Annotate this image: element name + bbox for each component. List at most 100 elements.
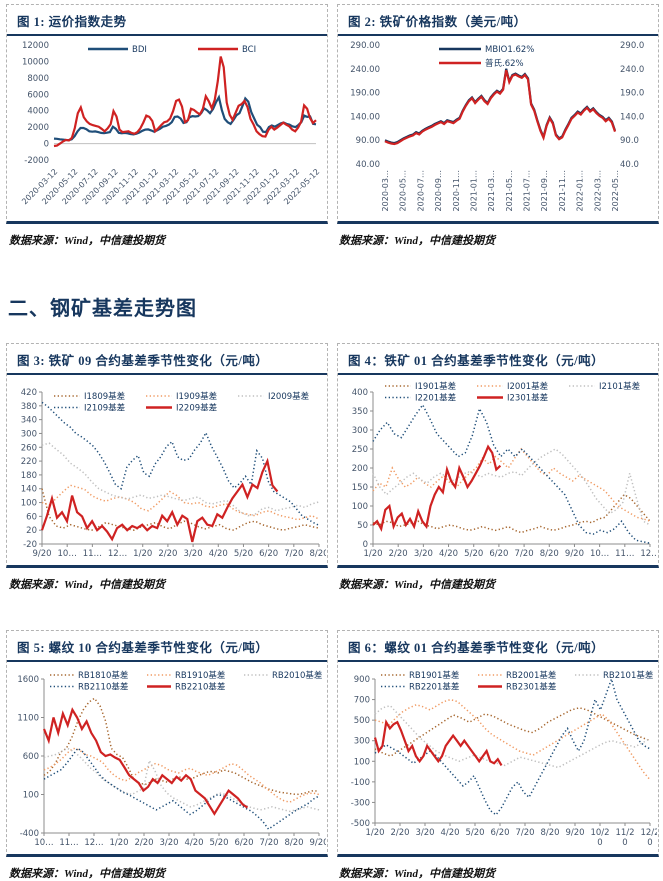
svg-text:2021-11…: 2021-11… bbox=[558, 170, 567, 211]
svg-text:10…: 10… bbox=[590, 549, 609, 559]
figure-1-title: 图 1: 运价指数走势 bbox=[7, 5, 327, 36]
svg-text:10/2: 10/2 bbox=[590, 828, 609, 838]
iron-ore-price-chart: 290.00 240.00 190.00 140.00 90.00 40.00 290.0 2… bbox=[350, 41, 644, 211]
svg-text:380: 380 bbox=[21, 402, 37, 412]
svg-text:0: 0 bbox=[597, 838, 602, 848]
figure-6-title: 图 6：螺纹 01 合约基差季节性变化（元/吨） bbox=[338, 631, 658, 662]
svg-text:I1901基差: I1901基差 bbox=[415, 381, 456, 392]
figure-4-title: 图 4：铁矿 01 合约基差季节性变化（元/吨） bbox=[338, 344, 658, 375]
figure-panel-4: 图 4：铁矿 01 合约基差季节性变化（元/吨） 400 350 300 250 200… bbox=[337, 343, 660, 568]
svg-text:2021-09…: 2021-09… bbox=[540, 170, 549, 211]
svg-text:7/20: 7/20 bbox=[515, 549, 534, 559]
svg-text:I1909基差: I1909基差 bbox=[176, 391, 217, 402]
source-note: 数据来源：Wind，中信建投期货 bbox=[339, 868, 496, 880]
svg-text:700: 700 bbox=[354, 696, 370, 706]
svg-text:60: 60 bbox=[26, 512, 37, 522]
svg-text:7/20: 7/20 bbox=[284, 549, 303, 559]
svg-text:240.00: 240.00 bbox=[350, 65, 380, 75]
svg-text:普氏.62%: 普氏.62% bbox=[485, 58, 524, 69]
svg-text:I2101基差: I2101基差 bbox=[599, 381, 640, 392]
svg-text:1/20: 1/20 bbox=[109, 838, 128, 848]
svg-text:140.0: 140.0 bbox=[620, 112, 644, 122]
svg-text:6/20: 6/20 bbox=[489, 549, 508, 559]
figure-panel-1: 图 1: 运价指数走势 12000 10000 8000 6000 4000 2000 0 -… bbox=[6, 4, 328, 224]
figure-3-body: 420 380 340 300 260 220 180 140 100 60 20 -20 9/20 10… bbox=[7, 375, 329, 565]
svg-text:10…: 10… bbox=[58, 549, 77, 559]
svg-text:150: 150 bbox=[352, 483, 368, 493]
svg-text:140: 140 bbox=[21, 485, 37, 495]
svg-text:RB1910基差: RB1910基差 bbox=[175, 670, 225, 681]
source-note: 数据来源：Wind，中信建投期货 bbox=[9, 868, 166, 880]
svg-text:900: 900 bbox=[354, 675, 370, 685]
svg-text:2/20: 2/20 bbox=[158, 549, 177, 559]
svg-text:0: 0 bbox=[647, 838, 652, 848]
source-note: 数据来源：Wind，中信建投期货 bbox=[9, 235, 166, 247]
figure-row-1: 图 1: 运价指数走势 12000 10000 8000 6000 4000 2000 0 -… bbox=[6, 4, 659, 224]
svg-text:300: 300 bbox=[21, 429, 37, 439]
svg-text:1100: 1100 bbox=[17, 714, 39, 724]
svg-text:250: 250 bbox=[352, 445, 368, 455]
svg-text:12…: 12… bbox=[84, 838, 103, 848]
svg-text:8/20: 8/20 bbox=[540, 828, 559, 838]
svg-text:6/20: 6/20 bbox=[259, 549, 278, 559]
svg-text:1/20: 1/20 bbox=[133, 549, 152, 559]
svg-text:11…: 11… bbox=[59, 838, 78, 848]
svg-text:2/20: 2/20 bbox=[134, 838, 153, 848]
figure-row-3: 图 5: 螺纹 10 合约基差季节性变化（元/吨） 1600 1100 600 100… bbox=[6, 630, 660, 857]
svg-text:RB2010基差: RB2010基差 bbox=[272, 670, 322, 681]
svg-text:2/20: 2/20 bbox=[390, 828, 409, 838]
svg-text:12…: 12… bbox=[640, 549, 657, 559]
source-row-3: 数据来源：Wind，中信建投期货 数据来源：Wind，中信建投期货 bbox=[6, 865, 657, 881]
svg-text:BDI: BDI bbox=[132, 45, 147, 55]
svg-text:9/20: 9/20 bbox=[309, 838, 326, 848]
svg-text:1600: 1600 bbox=[17, 675, 39, 685]
freight-index-chart: 120001000080006000400020000-20002020-03-… bbox=[20, 41, 321, 206]
svg-text:3/20: 3/20 bbox=[415, 828, 434, 838]
svg-text:20: 20 bbox=[26, 526, 37, 536]
figure-panel-3: 图 3: 铁矿 09 合约基差季节性变化（元/吨） 420 380 340 300 26… bbox=[6, 343, 329, 568]
svg-text:11/2: 11/2 bbox=[615, 828, 634, 838]
svg-text:4/20: 4/20 bbox=[439, 549, 458, 559]
svg-text:2/20: 2/20 bbox=[389, 549, 408, 559]
svg-text:RB1901基差: RB1901基差 bbox=[409, 670, 459, 681]
svg-text:7/20: 7/20 bbox=[259, 838, 278, 848]
svg-text:-2000: -2000 bbox=[24, 156, 49, 166]
figure-4-body: 400 350 300 250 200 150 100 50 0 1/20 2/20 3/20 4/20… bbox=[338, 375, 660, 565]
svg-text:400: 400 bbox=[352, 388, 368, 398]
source-note: 数据来源：Wind，中信建投期货 bbox=[339, 579, 496, 591]
svg-text:I2209基差: I2209基差 bbox=[176, 403, 217, 414]
svg-text:190.00: 190.00 bbox=[350, 89, 380, 99]
svg-text:300: 300 bbox=[354, 737, 370, 747]
svg-text:-300: -300 bbox=[351, 798, 370, 808]
svg-text:8/20: 8/20 bbox=[309, 549, 326, 559]
figure-5-body: 1600 1100 600 100 -400 10… 11… 12… 1/20 2/20 3/20 4… bbox=[7, 662, 328, 854]
svg-text:-400: -400 bbox=[20, 829, 39, 839]
figure-panel-2: 图 2: 铁矿价格指数（美元/吨） 290.00 240.00 190.00 140.… bbox=[337, 4, 659, 224]
svg-text:11…: 11… bbox=[83, 549, 102, 559]
svg-text:1/20: 1/20 bbox=[365, 828, 384, 838]
svg-text:0: 0 bbox=[44, 140, 49, 150]
svg-text:RB2110基差: RB2110基差 bbox=[78, 682, 128, 693]
svg-text:340: 340 bbox=[21, 416, 37, 426]
svg-text:290.00: 290.00 bbox=[350, 41, 380, 51]
svg-text:0: 0 bbox=[622, 838, 627, 848]
svg-text:2020-09…: 2020-09… bbox=[434, 170, 443, 211]
svg-text:2021-01…: 2021-01… bbox=[469, 170, 478, 211]
svg-text:9/20: 9/20 bbox=[565, 549, 584, 559]
svg-text:90.0: 90.0 bbox=[620, 136, 639, 146]
svg-text:I1809基差: I1809基差 bbox=[84, 391, 125, 402]
svg-text:50: 50 bbox=[357, 521, 368, 531]
svg-text:5/20: 5/20 bbox=[464, 549, 483, 559]
svg-text:-100: -100 bbox=[351, 778, 370, 788]
svg-text:220: 220 bbox=[21, 457, 37, 467]
svg-text:90.00: 90.00 bbox=[356, 136, 380, 146]
figure-row-2: 图 3: 铁矿 09 合约基差季节性变化（元/吨） 420 380 340 300 26… bbox=[6, 343, 660, 568]
svg-text:BCI: BCI bbox=[242, 45, 256, 55]
svg-text:2022-05…: 2022-05… bbox=[611, 170, 620, 211]
iron-ore-01-basis-chart: 400 350 300 250 200 150 100 50 01/20 2/20 3/20 4/20… bbox=[352, 381, 660, 559]
svg-text:MBIO1.62%: MBIO1.62% bbox=[485, 45, 534, 55]
svg-text:2020-11…: 2020-11… bbox=[452, 170, 461, 211]
svg-text:100: 100 bbox=[354, 757, 370, 767]
